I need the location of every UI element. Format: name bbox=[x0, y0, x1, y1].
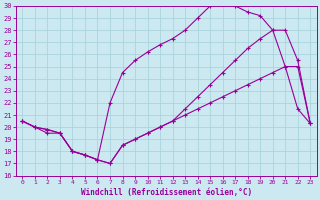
X-axis label: Windchill (Refroidissement éolien,°C): Windchill (Refroidissement éolien,°C) bbox=[81, 188, 252, 197]
